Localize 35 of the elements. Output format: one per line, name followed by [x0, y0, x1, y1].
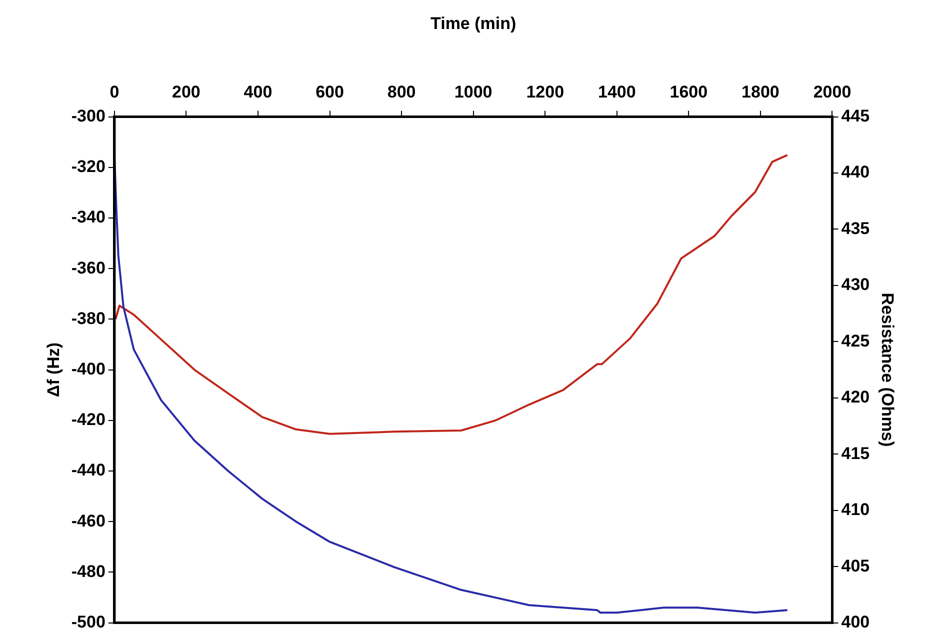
y2-tick-label: 415: [841, 444, 870, 463]
x-tick-label: 200: [172, 82, 200, 102]
x-tick-label: 1800: [742, 82, 780, 102]
y2-tick-label: 420: [841, 388, 870, 407]
x-axis-title: Time (min): [430, 14, 516, 33]
y2-tick-label: 410: [841, 500, 870, 520]
y2-tick-label: 425: [841, 331, 870, 350]
x-tick-label: 1200: [526, 82, 564, 102]
y-tick-label: -440: [71, 460, 106, 480]
y2-tick-label: 400: [841, 612, 870, 632]
y-tick-label: -500: [71, 612, 106, 632]
y-tick-label: -460: [71, 511, 106, 530]
y2-tick-label: 430: [841, 275, 870, 294]
x-tick-label: 1600: [670, 82, 708, 102]
x-tick-label: 1000: [454, 82, 492, 102]
y2-tick-label: 445: [841, 106, 870, 126]
y-tick-label: -480: [71, 562, 106, 581]
x-tick-label: 0: [110, 82, 120, 102]
y-tick-label: -400: [71, 359, 106, 378]
y2-tick-label: 435: [841, 218, 870, 238]
y-tick-label: -360: [71, 258, 106, 278]
x-tick-label: 400: [244, 82, 272, 102]
x-tick-label: 2000: [813, 82, 852, 102]
y-tick-label: -300: [71, 106, 106, 126]
y-tick-label: -380: [71, 308, 106, 328]
y-tick-label: -340: [71, 208, 106, 227]
y2-tick-label: 405: [841, 556, 870, 576]
x-tick-label: 600: [316, 82, 344, 102]
x-tick-label: 1400: [598, 82, 636, 102]
x-tick-label: 800: [387, 82, 416, 102]
y-tick-label: -320: [71, 157, 106, 176]
y2-axis-title: Resistance (Ohms): [878, 292, 898, 447]
y2-tick-label: 440: [841, 162, 870, 182]
y-tick-label: -420: [71, 410, 106, 430]
y-axis-title: Δf (Hz): [44, 342, 63, 398]
